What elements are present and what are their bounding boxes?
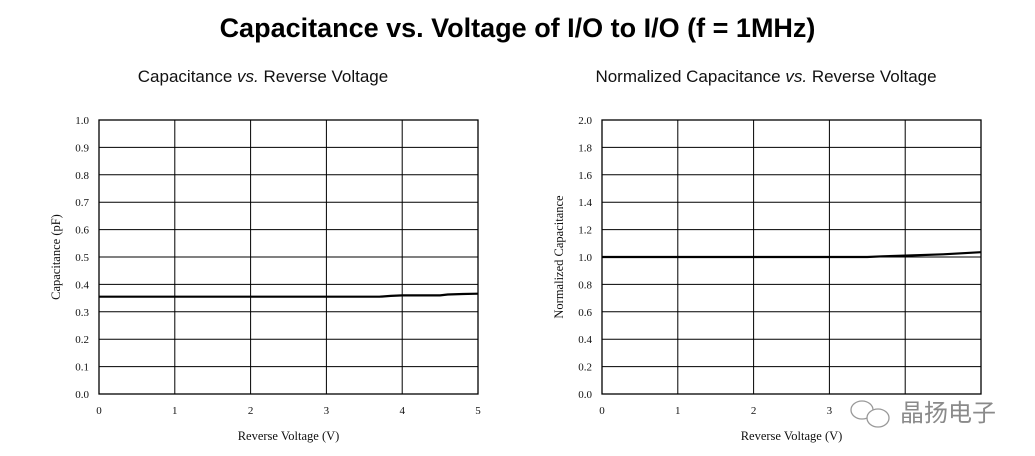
- wechat-icon: [866, 408, 890, 428]
- x-tick-label: 3: [324, 405, 330, 417]
- y-tick-label: 0.8: [578, 279, 592, 291]
- series-line: [602, 251, 982, 259]
- y-tick-label: 0.5: [75, 252, 89, 264]
- x-tick-label: 2: [248, 405, 254, 417]
- x-axis-label: Reverse Voltage (V): [238, 429, 340, 443]
- y-tick-label: 0.0: [75, 389, 89, 401]
- y-tick-label: 0.1: [75, 362, 89, 374]
- x-tick-label: 0: [96, 405, 102, 417]
- plot-frame: [98, 119, 479, 395]
- y-tick-label: 1.6: [578, 170, 592, 182]
- y-tick-label: 1.4: [578, 197, 592, 209]
- y-tick-label: 0.3: [75, 307, 89, 319]
- y-tick-label: 0.2: [75, 334, 89, 346]
- y-tick-label: 0.7: [75, 197, 89, 209]
- chart-title-part: Reverse Voltage: [259, 67, 388, 86]
- x-tick-label: 5: [475, 405, 481, 417]
- y-tick-label: 0.4: [75, 279, 89, 291]
- chart-title-part: Capacitance: [138, 67, 237, 86]
- y-tick-label: 1.2: [578, 225, 592, 237]
- y-tick-label: 0.9: [75, 142, 89, 154]
- y-axis-label: Normalized Capacitance: [552, 195, 566, 319]
- chart-title-part: vs.: [785, 67, 807, 86]
- watermark-text: 晶扬电子: [900, 399, 996, 427]
- y-tick-label: 1.0: [578, 252, 592, 264]
- y-tick-label: 0.6: [75, 225, 89, 237]
- x-tick-label: 3: [827, 405, 833, 417]
- chart-title-part: Normalized Capacitance: [595, 67, 785, 86]
- x-tick-label: 2: [751, 405, 757, 417]
- chart-title-part: Reverse Voltage: [807, 67, 936, 86]
- chart-1: Capacitance vs. Reverse Voltage 0.0 0.1 0.2…: [49, 67, 481, 443]
- chart-title: Normalized Capacitance vs. Reverse Volta…: [595, 67, 936, 86]
- x-tick-label: 4: [399, 405, 405, 417]
- y-tick-label: 0.6: [578, 307, 592, 319]
- y-tick-label: 2.0: [578, 115, 592, 127]
- watermark: 晶扬电子: [850, 399, 996, 428]
- x-tick-label: 1: [172, 405, 178, 417]
- y-tick-label: 1.0: [75, 115, 89, 127]
- y-tick-label: 0.4: [578, 334, 592, 346]
- y-axis-label: Capacitance (pF): [49, 214, 63, 300]
- y-tick-label: 0.8: [75, 170, 89, 182]
- y-tick-label: 1.8: [578, 142, 592, 154]
- chart-title-part: vs.: [237, 67, 259, 86]
- figure-title: Capacitance vs. Voltage of I/O to I/O (f…: [219, 13, 816, 43]
- x-axis-label: Reverse Voltage (V): [741, 429, 843, 443]
- series-line: [99, 292, 479, 298]
- x-tick-label: 0: [599, 405, 605, 417]
- y-tick-label: 0.0: [578, 389, 592, 401]
- y-tick-label: 0.2: [578, 362, 592, 374]
- x-tick-label: 1: [675, 405, 681, 417]
- chart-title: Capacitance vs. Reverse Voltage: [138, 67, 388, 86]
- chart-2: Normalized Capacitance vs. Reverse Volta…: [552, 67, 982, 443]
